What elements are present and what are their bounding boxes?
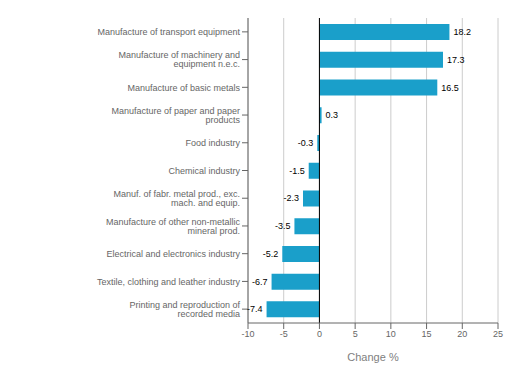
svg-text:-5: -5 [280,329,288,339]
svg-text:Printing and reproduction ofre: Printing and reproduction ofrecorded med… [129,300,240,319]
svg-text:0.3: 0.3 [326,110,339,120]
svg-text:-0.3: -0.3 [298,138,314,148]
svg-text:-1.5: -1.5 [289,166,305,176]
svg-text:-5.2: -5.2 [263,249,279,259]
svg-text:Manufacture of other non-metal: Manufacture of other non-metallicmineral… [106,217,241,236]
svg-text:17.3: 17.3 [447,55,465,65]
svg-text:Textile, clothing and leather: Textile, clothing and leather industry [97,277,241,287]
svg-text:Manuf. of fabr. metal prod., e: Manuf. of fabr. metal prod., exc.mach. a… [113,189,240,208]
svg-text:-2.3: -2.3 [283,193,299,203]
svg-text:Electrical and electronics ind: Electrical and electronics industry [106,249,240,259]
svg-text:-10: -10 [241,329,254,339]
svg-text:Food industry: Food industry [185,138,240,148]
svg-text:Manufacture of machinery andeq: Manufacture of machinery andequipment n.… [118,50,240,69]
svg-text:5: 5 [353,329,358,339]
svg-text:20: 20 [457,329,467,339]
svg-text:25: 25 [493,329,503,339]
svg-text:Chemical industry: Chemical industry [168,166,240,176]
svg-text:Manufacture of paper and paper: Manufacture of paper and paperproducts [111,106,240,125]
svg-text:16.5: 16.5 [441,83,459,93]
svg-text:Change %: Change % [347,351,399,363]
svg-text:-7.4: -7.4 [247,304,263,314]
svg-text:-6.7: -6.7 [252,277,268,287]
svg-text:0: 0 [317,329,322,339]
svg-text:Manufacture of basic metals: Manufacture of basic metals [127,83,240,93]
svg-text:-3.5: -3.5 [275,221,291,231]
svg-text:10: 10 [386,329,396,339]
svg-text:15: 15 [422,329,432,339]
svg-text:18.2: 18.2 [453,27,471,37]
svg-text:Manufacture of transport equip: Manufacture of transport equipment [97,27,240,37]
